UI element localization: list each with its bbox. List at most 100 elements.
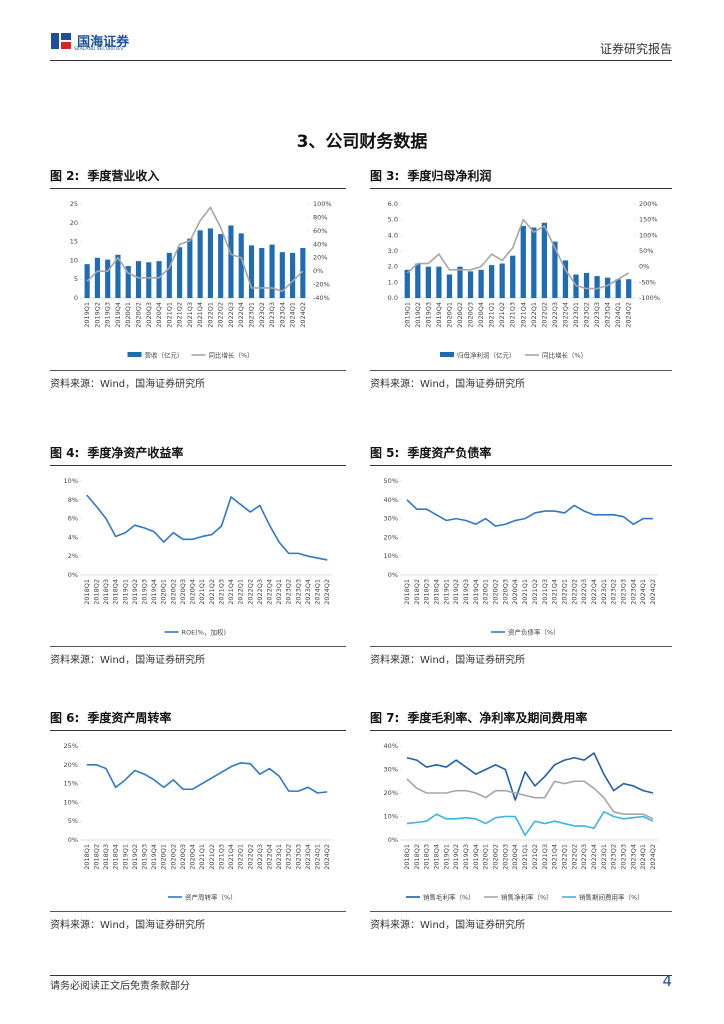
y-tick-label: 0 — [74, 294, 78, 302]
legend-label: 资产周转率（%） — [185, 893, 237, 902]
logo: 国海证券 SEALAND SECURITIES — [50, 30, 129, 52]
x-tick-label: 2019Q1 — [442, 579, 450, 605]
figure-name: 季度毛利率、净利率及期间费用率 — [407, 711, 588, 725]
line-series — [406, 811, 654, 837]
y-tick-label: 5% — [68, 817, 78, 825]
bar — [499, 263, 505, 298]
bar — [605, 277, 611, 298]
bar — [520, 225, 526, 298]
x-tick-label: 2022Q4 — [590, 844, 598, 870]
y-tick-label: 5 — [74, 275, 78, 283]
x-tick-label: 2023Q4 — [604, 302, 612, 328]
x-tick-label: 2022Q4 — [266, 844, 274, 870]
y2-tick-label: 50% — [639, 247, 653, 255]
y-tick-label: 10 — [70, 256, 78, 264]
y-tick-label: 4.0 — [388, 231, 398, 239]
bar — [279, 252, 285, 298]
x-tick-label: 2019Q1 — [121, 844, 129, 870]
y2-tick-label: 80% — [313, 213, 327, 221]
chart: 0%2%4%6%8%10%2018Q1 2018Q2 2018Q3 2018Q4 201… — [64, 477, 332, 637]
bar — [166, 252, 172, 298]
y-tick-label: 30% — [384, 515, 398, 523]
x-tick-label: 2020Q2 — [169, 579, 177, 605]
x-tick-label: 2023Q3 — [268, 302, 276, 328]
x-tick-label: 2018Q2 — [413, 844, 421, 870]
logo-text: 国海证券 — [77, 35, 130, 50]
x-tick-label: 2022Q1 — [560, 579, 568, 605]
y-tick-label: 20% — [64, 761, 78, 769]
logo-icon — [51, 32, 71, 49]
bar — [290, 252, 296, 298]
x-tick-label: 2022Q3 — [551, 302, 559, 328]
x-tick-label: 2023Q4 — [629, 579, 637, 605]
x-tick-label: 2018Q4 — [112, 579, 120, 605]
bar — [594, 276, 600, 298]
x-tick-label: 2021Q3 — [186, 302, 194, 328]
report-type: 证券研究报告 — [599, 42, 672, 56]
x-tick-label: 2024Q2 — [323, 579, 331, 605]
x-tick-label: 2021Q2 — [498, 302, 506, 328]
bar — [446, 274, 453, 298]
x-tick-label: 2019Q4 — [150, 579, 158, 605]
x-tick-label: 2023Q1 — [248, 302, 256, 328]
line-series — [86, 762, 328, 794]
figure-label: 图 6: — [50, 711, 80, 725]
x-tick-label: 2019Q3 — [141, 844, 149, 870]
y-tick-label: 25 — [70, 200, 78, 208]
x-tick-label: 2018Q3 — [423, 844, 431, 870]
y-tick-label: 10% — [64, 798, 78, 806]
x-tick-label: 2019Q2 — [131, 579, 139, 605]
bar — [562, 260, 569, 298]
chart: 0% 5% 10% 15% 20% 25% 2018Q1 2018Q2 2018Q3 2018Q4… — [64, 742, 332, 902]
bar — [135, 261, 142, 298]
x-tick-label: 2021Q1 — [488, 302, 496, 328]
bar — [415, 263, 421, 298]
bar — [583, 272, 590, 298]
x-tick-label: 2021Q4 — [551, 579, 559, 605]
x-tick-label: 2021Q1 — [165, 302, 173, 328]
legend-swatch — [127, 352, 142, 357]
x-tick-label: 2020Q2 — [492, 579, 500, 605]
y-tick-label: 50% — [384, 477, 398, 485]
x-tick-label: 2024Q1 — [314, 844, 322, 870]
y2-tick-label: 20% — [313, 254, 327, 262]
x-tick-label: 2019Q2 — [452, 579, 460, 605]
y2-tick-label: 0% — [639, 263, 649, 271]
x-tick-label: 2023Q2 — [258, 302, 266, 328]
x-tick-label: 2020Q1 — [160, 844, 168, 870]
bar — [478, 269, 484, 298]
x-tick-label: 2023Q4 — [304, 579, 312, 605]
y-tick-label: 0% — [388, 836, 398, 844]
x-tick-label: 2023Q2 — [610, 579, 618, 605]
legend-label: ROE(%，加权) — [182, 628, 227, 637]
figure-source: 资料来源：Wind，国海证券研究所 — [370, 370, 672, 390]
figure-name: 季度归母净利润 — [407, 169, 492, 183]
y-tick-label: 2.0 — [388, 263, 398, 271]
x-tick-label: 2019Q1 — [83, 302, 91, 328]
y2-tick-label: 0% — [313, 267, 323, 275]
y-tick-label: 25% — [64, 742, 78, 750]
y-tick-label: 3.0 — [388, 247, 398, 255]
x-tick-label: 2024Q2 — [649, 844, 657, 870]
bar — [197, 230, 203, 298]
y-tick-label: 0% — [68, 571, 78, 579]
x-tick-label: 2023Q1 — [600, 579, 608, 605]
x-tick-label: 2019Q3 — [462, 844, 470, 870]
bar — [531, 227, 537, 298]
x-tick-label: 2024Q1 — [289, 302, 297, 328]
y2-tick-label: 150% — [639, 216, 658, 224]
figure-name: 季度资产周转率 — [87, 711, 172, 725]
figure-source: 资料来源：Wind，国海证券研究所 — [50, 370, 346, 390]
y2-tick-label: 100% — [639, 231, 658, 239]
line-series — [86, 206, 304, 293]
x-tick-label: 2018Q3 — [423, 579, 431, 605]
bar — [300, 247, 306, 298]
figure-title: 图 5: 季度资产负债率 — [370, 444, 672, 466]
figure-name: 季度净资产收益率 — [87, 446, 184, 460]
y-tick-label: 4% — [68, 533, 78, 541]
x-tick-label: 2020Q1 — [445, 302, 453, 328]
figure-source: 资料来源：Wind，国海证券研究所 — [50, 911, 346, 931]
figure-name: 季度营业收入 — [87, 169, 160, 183]
x-tick-label: 2021Q3 — [217, 579, 225, 605]
